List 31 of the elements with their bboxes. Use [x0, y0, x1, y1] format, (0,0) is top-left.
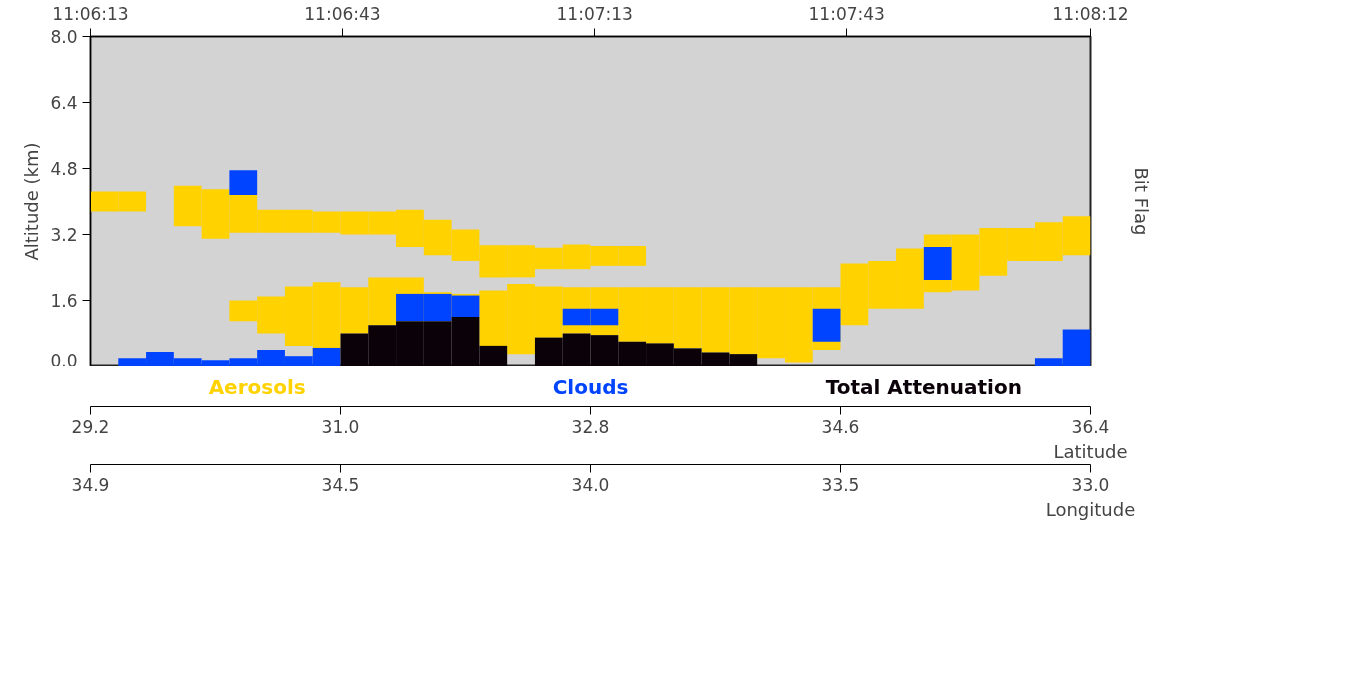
x-tick-label: 34.6 [821, 416, 860, 437]
text: Clouds [552, 374, 629, 399]
x2-tick-label: 11:06:13 [52, 3, 129, 24]
x-axis-title: Latitude [1053, 440, 1128, 462]
bar [923, 246, 952, 280]
y-tick-label: 4.8 [50, 159, 78, 179]
y-tick-label: 3.2 [50, 225, 78, 245]
text: Longitude [1045, 498, 1136, 520]
text: 33.0 [1071, 474, 1110, 495]
x2-tick-label: 11:08:12 [1052, 3, 1129, 24]
y-tick-label: 6.4 [50, 93, 78, 113]
text: 34.5 [321, 474, 360, 495]
y-tick-label: 1.6 [50, 291, 78, 311]
x2-tick-label: 11:06:43 [304, 3, 381, 24]
x2-tick-label: 11:07:13 [556, 3, 633, 24]
x-tick-label: 36.4 [1071, 416, 1110, 437]
text: Aerosols [208, 374, 306, 399]
x-tick-label: 29.2 [71, 416, 110, 437]
bar [229, 170, 258, 195]
y2-axis-title: Bit Flag [1130, 167, 1152, 236]
text: 34.9 [71, 474, 110, 495]
bar [812, 308, 841, 342]
x-tick-label: 31.0 [321, 416, 360, 437]
text: 34.0 [571, 474, 610, 495]
y-tick-label: 0.0 [50, 350, 78, 371]
text: Total Attenuation [825, 374, 1022, 399]
x2-tick-label: 11:07:43 [808, 3, 885, 24]
y-tick-label: 8.0 [50, 27, 78, 47]
x-tick-label: 32.8 [571, 416, 610, 437]
text: 33.5 [821, 474, 860, 495]
y-axis-title: Altitude (km) [21, 142, 43, 261]
